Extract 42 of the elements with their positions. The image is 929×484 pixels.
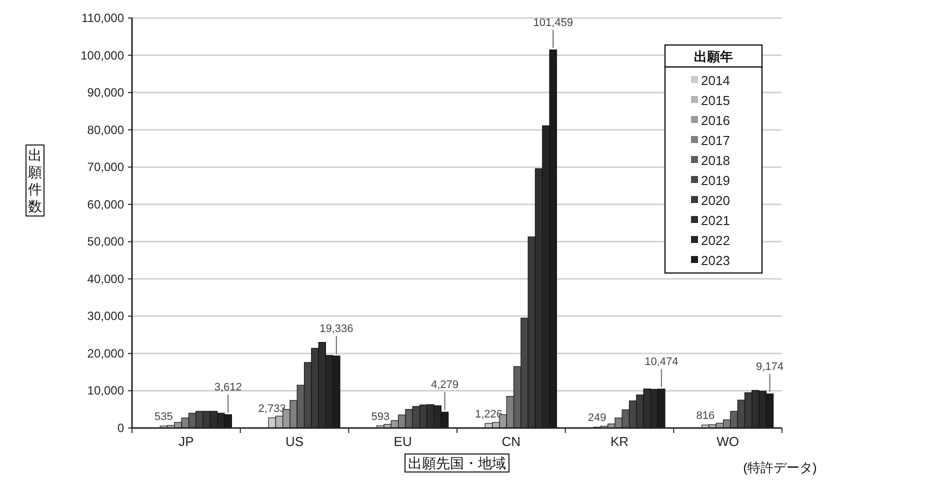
x-tick-label: WO (716, 434, 740, 449)
legend-label: 2014 (701, 73, 730, 88)
x-tick-label: EU (394, 434, 412, 449)
y-tick-label: 10,000 (87, 384, 124, 398)
data-label: 9,174 (756, 360, 784, 373)
x-tick-label: CN (502, 434, 521, 449)
y-tick-label: 50,000 (87, 234, 124, 249)
x-tick-label: KR (610, 434, 629, 449)
data-label: 4,279 (430, 379, 459, 392)
y-tick-label: 30,000 (87, 309, 124, 324)
y-tick-label: 0 (117, 421, 124, 435)
data-label: 593 (371, 410, 390, 423)
y-tick-label: 60,000 (87, 197, 124, 212)
data-label: 101,459 (533, 16, 573, 29)
legend-label: 2018 (701, 153, 730, 168)
x-tick-label: US (285, 434, 304, 449)
legend-label: 2022 (701, 233, 730, 248)
y-axis-title: 出願件数 (28, 147, 42, 214)
data-label: 535 (154, 411, 173, 424)
legend-label: 2017 (701, 133, 730, 148)
x-axis-title: 出願先国・地域 (408, 455, 506, 471)
x-tick-label: JP (178, 434, 194, 449)
legend-label: 2020 (701, 193, 730, 208)
legend-label: 2023 (701, 253, 730, 268)
data-label: 816 (696, 410, 715, 422)
y-tick-label: 40,000 (87, 272, 124, 286)
y-tick-label: 20,000 (87, 346, 124, 360)
data-label: 10,474 (644, 356, 678, 368)
y-tick-label: 90,000 (87, 86, 124, 100)
y-tick-label: 110,000 (82, 11, 124, 25)
y-tick-label: 100,000 (80, 48, 124, 62)
data-label: 3,612 (214, 382, 242, 394)
data-label: 249 (588, 412, 606, 424)
data-label: 19,336 (320, 322, 354, 335)
y-tick-label: 70,000 (87, 160, 124, 174)
legend-label: 2019 (701, 173, 730, 188)
legend-label: 2016 (701, 113, 730, 128)
legend-title: 出願年 (694, 49, 733, 64)
text: (特許データ) (743, 460, 817, 475)
y-tick-label: 80,000 (87, 122, 124, 137)
legend-label: 2021 (701, 213, 730, 228)
legend-label: 2015 (701, 93, 730, 108)
